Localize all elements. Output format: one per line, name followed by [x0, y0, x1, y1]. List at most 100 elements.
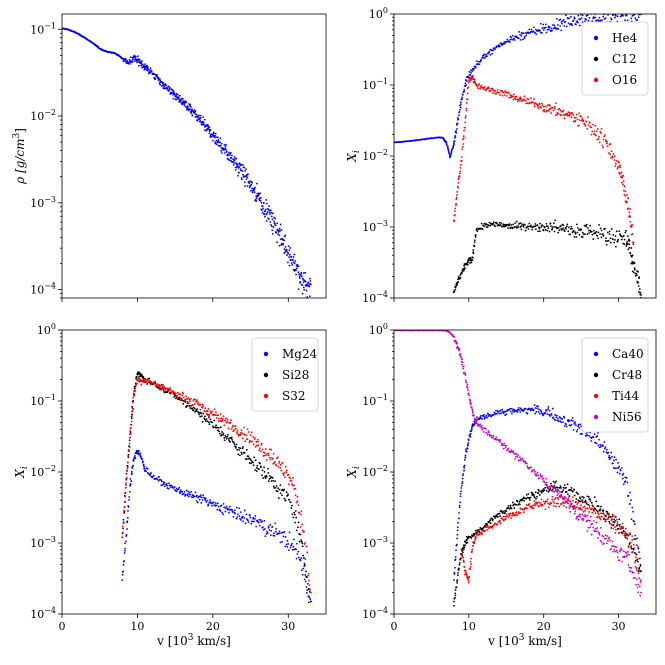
data-point — [465, 448, 467, 451]
data-point — [517, 224, 519, 227]
data-point — [478, 417, 481, 420]
data-point — [604, 240, 607, 242]
data-point — [615, 518, 618, 521]
data-point — [563, 484, 566, 486]
data-point — [221, 417, 224, 420]
data-point — [176, 396, 179, 399]
data-point — [236, 432, 239, 435]
data-point — [580, 228, 583, 231]
data-point — [276, 241, 278, 244]
data-point — [613, 456, 616, 459]
data-point — [236, 516, 239, 518]
data-point — [550, 27, 553, 30]
data-point — [464, 379, 467, 382]
data-point — [507, 227, 509, 229]
data-point — [608, 230, 611, 233]
data-point — [287, 543, 290, 545]
data-point — [540, 102, 543, 105]
data-point — [535, 410, 538, 413]
data-point — [124, 500, 126, 503]
data-point — [462, 473, 465, 475]
data-point — [627, 546, 630, 549]
data-point — [458, 110, 461, 113]
data-point — [610, 156, 612, 159]
data-point — [452, 142, 455, 145]
data-point — [490, 434, 493, 437]
data-point — [163, 386, 166, 388]
data-point — [613, 459, 615, 462]
data-point — [266, 532, 269, 535]
data-point — [147, 68, 150, 71]
data-point — [503, 225, 506, 228]
data-point — [459, 166, 462, 169]
data-point — [234, 168, 237, 171]
data-point — [276, 222, 279, 225]
data-point — [556, 486, 559, 489]
data-point — [539, 473, 542, 476]
data-point — [474, 82, 477, 85]
data-point — [535, 33, 538, 35]
data-point — [545, 225, 548, 228]
data-point — [197, 116, 199, 118]
data-point — [456, 194, 458, 197]
data-point — [572, 506, 574, 509]
data-point — [294, 260, 297, 262]
data-point — [610, 548, 612, 550]
y-tick-label: 10−4 — [362, 290, 388, 305]
data-point — [634, 17, 637, 20]
data-point — [501, 44, 503, 47]
data-point — [474, 234, 477, 236]
data-point — [486, 529, 489, 531]
data-point — [597, 19, 600, 22]
data-point — [584, 515, 587, 518]
data-point — [616, 524, 619, 527]
data-point — [480, 222, 483, 225]
data-point — [226, 420, 229, 423]
data-point — [635, 583, 637, 586]
data-point — [493, 47, 495, 49]
data-point — [553, 230, 556, 233]
data-point — [122, 527, 124, 530]
data-point — [618, 531, 621, 534]
data-point — [269, 475, 271, 477]
data-point — [505, 444, 508, 447]
data-point — [578, 233, 581, 236]
data-point — [457, 347, 460, 349]
data-point — [585, 501, 587, 504]
data-point — [124, 496, 127, 498]
data-point — [575, 430, 578, 433]
data-point — [590, 133, 593, 136]
data-point — [235, 506, 238, 509]
data-point — [450, 150, 453, 153]
data-point — [233, 429, 236, 431]
data-point — [254, 198, 257, 201]
data-point — [515, 511, 518, 513]
data-point — [530, 466, 533, 469]
data-point — [466, 447, 469, 450]
data-point — [638, 551, 641, 554]
data-point — [246, 176, 249, 179]
data-point — [513, 507, 516, 509]
data-point — [532, 493, 535, 496]
data-point — [637, 560, 639, 563]
data-point — [523, 499, 526, 502]
data-point — [233, 509, 236, 512]
data-point — [566, 17, 569, 20]
data-point — [240, 163, 243, 166]
data-point — [476, 416, 478, 418]
data-point — [469, 568, 472, 571]
data-point — [640, 579, 642, 582]
data-point — [457, 178, 460, 181]
data-point — [559, 490, 561, 493]
data-point — [462, 559, 465, 562]
data-point — [486, 55, 488, 58]
data-point — [455, 543, 458, 546]
data-point — [567, 497, 570, 499]
data-point — [577, 14, 580, 17]
data-point — [622, 14, 624, 17]
data-point — [498, 221, 501, 224]
series-rho — [62, 27, 312, 298]
data-point — [546, 485, 549, 487]
data-point — [248, 514, 251, 517]
data-point — [604, 446, 607, 448]
